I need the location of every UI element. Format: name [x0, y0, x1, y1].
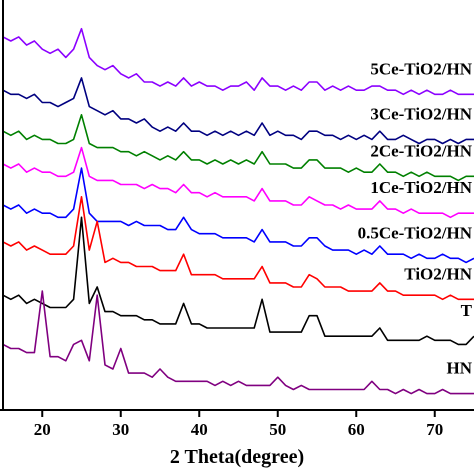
series-line [2, 77, 474, 145]
x-axis-label: 2 Theta(degree) [170, 446, 304, 468]
series-label: T [461, 301, 473, 320]
series-label: 0.5Ce-TiO2/HN [358, 223, 473, 242]
series-label: TiO2/HN [404, 264, 472, 283]
x-tick-label: 40 [191, 420, 208, 439]
series-line [2, 114, 474, 182]
series-line [2, 196, 474, 301]
x-tick-label: 20 [34, 420, 51, 439]
series-label: 3Ce-TiO2/HN [370, 104, 472, 123]
series-line [2, 146, 474, 219]
series-label: 2Ce-TiO2/HN [370, 141, 472, 160]
series-line [2, 290, 474, 395]
series-line [2, 27, 474, 96]
x-tick-label: 50 [269, 420, 286, 439]
x-tick-label: 30 [112, 420, 129, 439]
x-tick-label: 70 [426, 420, 443, 439]
series-label: 1Ce-TiO2/HN [370, 178, 472, 197]
series-label: HN [447, 359, 473, 378]
series-label: 5Ce-TiO2/HN [370, 59, 472, 78]
series-line [2, 167, 474, 264]
x-tick-label: 60 [348, 420, 365, 439]
series-line [2, 216, 474, 346]
